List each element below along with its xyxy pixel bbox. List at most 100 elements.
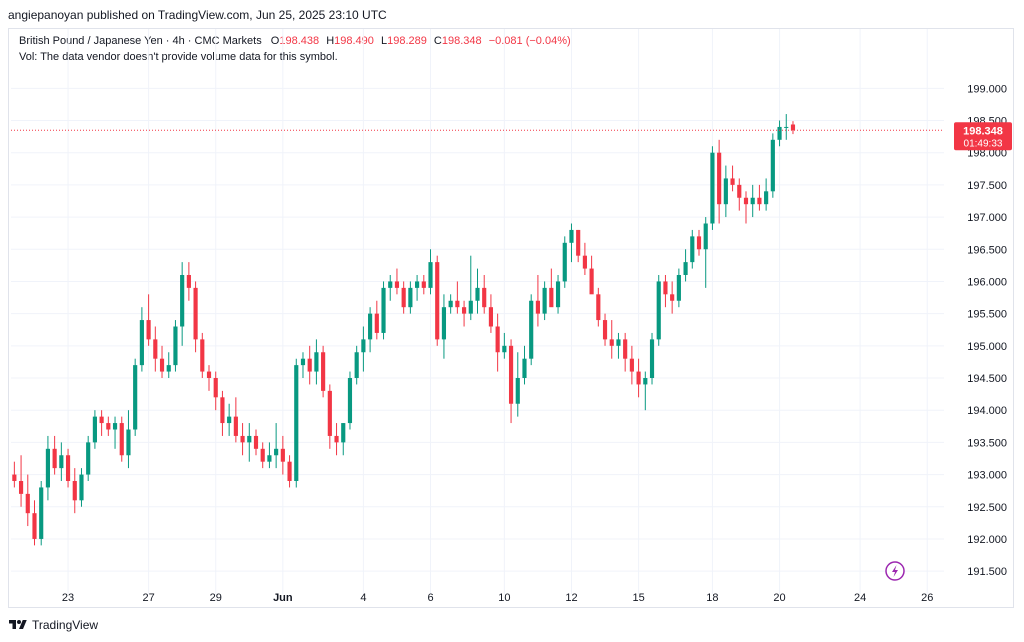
volume-note: Vol: The data vendor doesn't provide vol… bbox=[19, 51, 338, 63]
candle bbox=[227, 403, 232, 436]
close-value: 198.348 bbox=[441, 35, 482, 47]
candle-body bbox=[757, 197, 762, 205]
candle-body bbox=[576, 229, 581, 256]
candle bbox=[602, 313, 608, 346]
candle bbox=[280, 435, 285, 475]
candle bbox=[636, 358, 641, 398]
candle bbox=[374, 300, 379, 340]
candle-body bbox=[381, 287, 386, 333]
candle-body bbox=[126, 429, 131, 456]
price-tick-label: 193.000 bbox=[967, 470, 1007, 482]
candle bbox=[39, 481, 44, 546]
candle bbox=[737, 178, 742, 211]
candle bbox=[696, 229, 702, 256]
time-tick-label: 20 bbox=[773, 592, 785, 604]
candle bbox=[119, 416, 124, 462]
candle-body bbox=[690, 236, 695, 263]
candle-body bbox=[636, 371, 641, 385]
candle bbox=[267, 442, 272, 469]
candle bbox=[99, 410, 104, 436]
candle bbox=[703, 217, 708, 288]
candle bbox=[770, 133, 775, 198]
candle-body bbox=[790, 124, 796, 131]
candle bbox=[401, 281, 406, 314]
candle-body bbox=[92, 416, 97, 443]
candle-body bbox=[294, 365, 299, 481]
candle-body bbox=[112, 423, 118, 430]
candle bbox=[18, 455, 24, 507]
candle bbox=[260, 442, 265, 469]
candle-body bbox=[569, 229, 574, 243]
candle bbox=[549, 268, 554, 308]
candle bbox=[421, 275, 426, 295]
candle bbox=[582, 242, 587, 275]
candle bbox=[535, 275, 540, 327]
candle-body bbox=[186, 275, 191, 288]
candle bbox=[441, 294, 447, 359]
candle bbox=[790, 121, 796, 135]
candlestick-chart[interactable]: 199.000198.500198.000197.500197.000196.5… bbox=[9, 29, 1013, 607]
candle bbox=[777, 120, 782, 147]
candle-body bbox=[616, 339, 621, 346]
chart-panel[interactable]: British Pound / Japanese Yen · 4h · CMC … bbox=[8, 28, 1014, 608]
candle-body bbox=[247, 435, 252, 443]
candle bbox=[623, 332, 628, 372]
candle bbox=[757, 184, 762, 211]
footer-brand: TradingView bbox=[32, 618, 99, 632]
candle-body bbox=[542, 287, 547, 314]
candle-body bbox=[287, 461, 292, 481]
candle bbox=[502, 332, 507, 359]
candle-body bbox=[676, 275, 681, 301]
time-tick-label: 4 bbox=[360, 592, 366, 604]
candle-body bbox=[300, 358, 306, 366]
candle bbox=[596, 287, 601, 327]
price-tick-label: 193.500 bbox=[967, 437, 1007, 449]
candle bbox=[562, 236, 567, 288]
candle bbox=[92, 410, 97, 449]
lightning-icon[interactable] bbox=[885, 561, 905, 581]
candle bbox=[300, 352, 306, 378]
candle-body bbox=[582, 255, 587, 269]
candle-body bbox=[180, 275, 185, 327]
candle-body bbox=[314, 352, 319, 372]
candle-body bbox=[267, 455, 272, 462]
price-tick-label: 194.000 bbox=[967, 405, 1007, 417]
price-tick-label: 198.000 bbox=[967, 148, 1007, 160]
candle-body bbox=[206, 371, 212, 378]
price-tick-label: 199.000 bbox=[967, 83, 1007, 95]
candle-body bbox=[327, 390, 332, 436]
low-value: 198.289 bbox=[387, 35, 427, 47]
candle bbox=[408, 281, 413, 314]
time-tick-label: 6 bbox=[427, 592, 433, 604]
footer: TradingView bbox=[8, 618, 98, 632]
candle bbox=[368, 307, 373, 353]
candle-body bbox=[133, 365, 138, 430]
candle-body bbox=[52, 448, 57, 469]
candle bbox=[287, 455, 292, 488]
candle bbox=[710, 146, 715, 230]
candle-body bbox=[468, 300, 473, 314]
candle-body bbox=[32, 513, 37, 539]
candle bbox=[508, 339, 514, 424]
candle bbox=[240, 423, 245, 456]
candle-body bbox=[461, 307, 467, 314]
high-label: H bbox=[326, 35, 335, 47]
candle-body bbox=[535, 300, 540, 314]
candle-body bbox=[475, 287, 480, 301]
candle-body bbox=[368, 313, 373, 340]
symbol-title[interactable]: British Pound / Japanese Yen · 4h · CMC … bbox=[19, 35, 262, 47]
candle bbox=[72, 468, 77, 514]
candle bbox=[153, 326, 158, 372]
candle bbox=[629, 345, 634, 385]
candle bbox=[468, 255, 473, 321]
candle bbox=[717, 139, 722, 224]
candle bbox=[690, 229, 695, 269]
candle-body bbox=[12, 474, 17, 481]
candle bbox=[79, 468, 84, 507]
close-label: C bbox=[433, 35, 442, 47]
candle-body bbox=[596, 294, 601, 321]
candle bbox=[381, 281, 386, 340]
candle bbox=[784, 114, 789, 140]
candle bbox=[294, 358, 299, 488]
